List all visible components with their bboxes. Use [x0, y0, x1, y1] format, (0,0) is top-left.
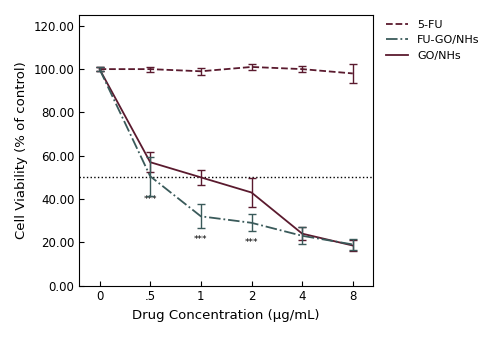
Text: ***: ***: [245, 238, 258, 247]
Text: ***: ***: [144, 195, 157, 204]
Text: ***: ***: [194, 235, 207, 244]
X-axis label: Drug Concentration (μg/mL): Drug Concentration (μg/mL): [132, 309, 320, 322]
Y-axis label: Cell Viability (% of control): Cell Viability (% of control): [15, 61, 28, 239]
Legend: 5-FU, FU-GO/NHs, GO/NHs: 5-FU, FU-GO/NHs, GO/NHs: [382, 15, 484, 65]
